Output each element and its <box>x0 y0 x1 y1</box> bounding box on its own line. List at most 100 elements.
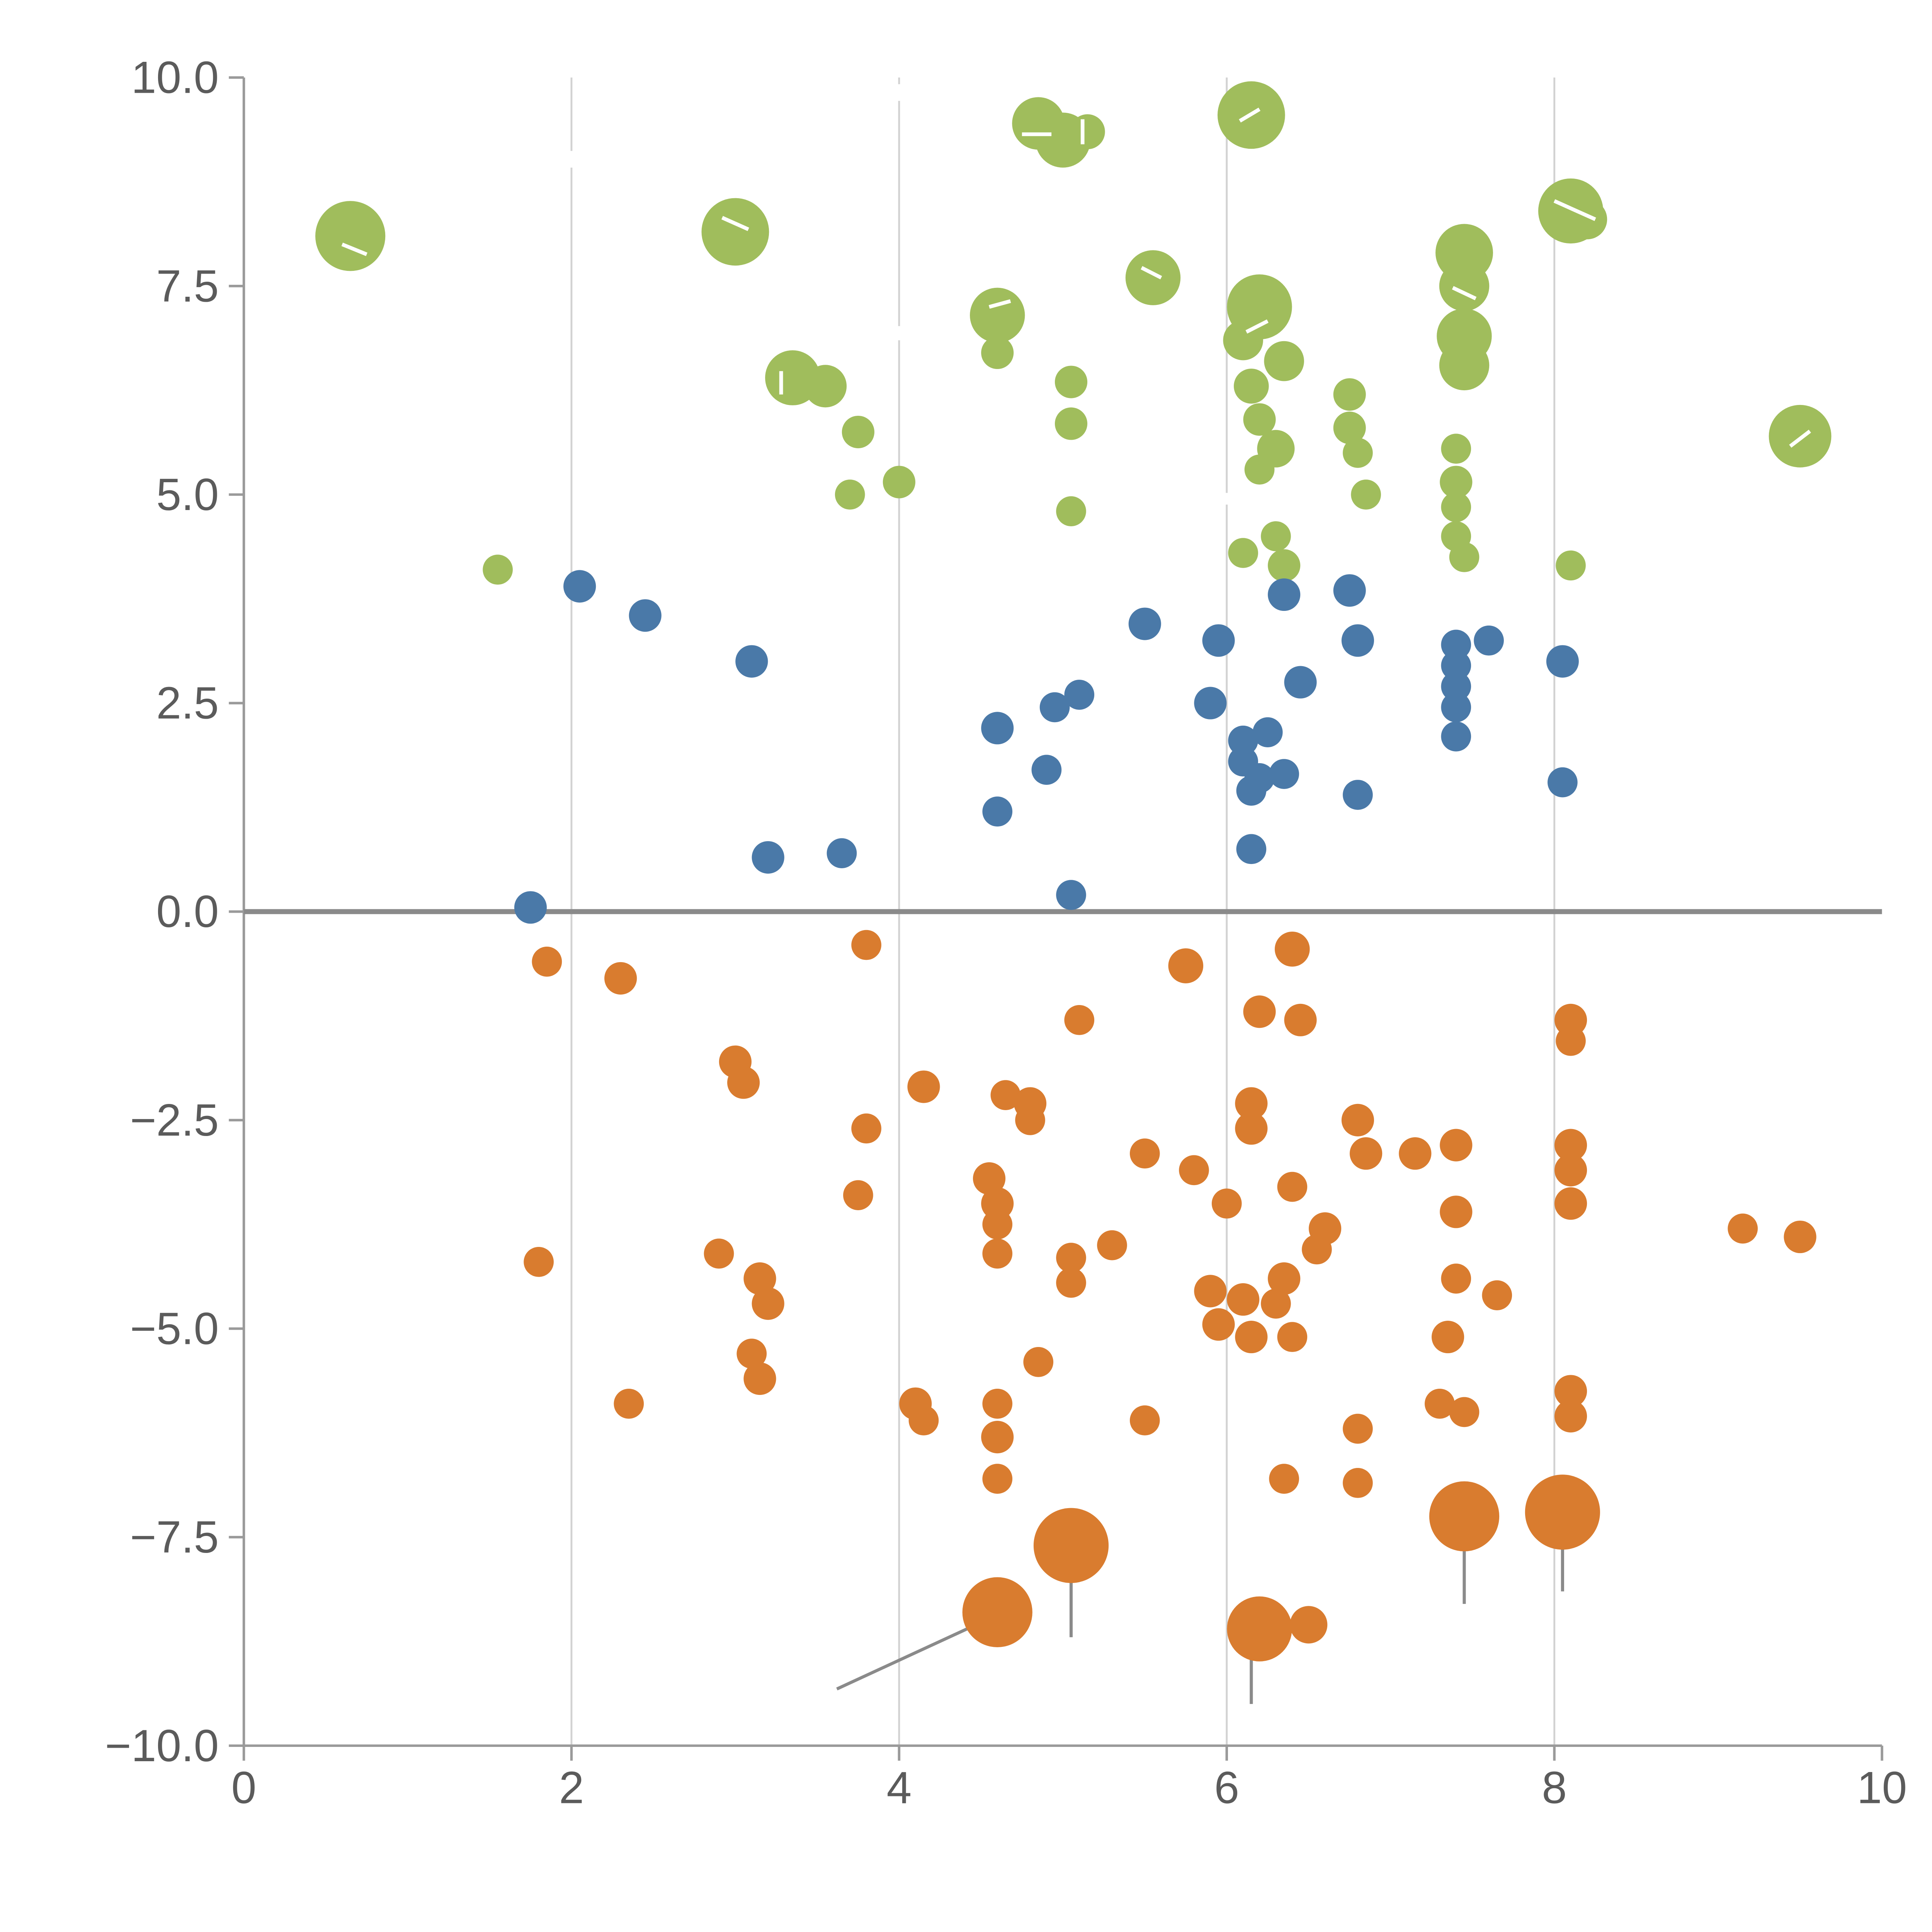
data-point-blue <box>1548 767 1578 798</box>
data-point-green <box>804 365 847 408</box>
data-point-orange <box>973 1162 1006 1195</box>
white-rule-mark <box>1141 266 1162 280</box>
data-point-green <box>970 287 1025 343</box>
data-point-orange <box>1129 1138 1160 1169</box>
data-point-orange <box>1441 1264 1471 1294</box>
data-point-orange <box>1202 1308 1235 1341</box>
data-point-green <box>483 554 513 585</box>
data-point-orange <box>1432 1321 1464 1354</box>
data-point-green <box>1351 480 1381 510</box>
data-point-blue <box>514 891 547 924</box>
data-point-orange <box>1243 995 1276 1028</box>
data-point-green <box>1054 407 1088 440</box>
data-point-blue <box>1194 687 1227 719</box>
data-point-green <box>1264 341 1304 381</box>
data-point-orange <box>1399 1137 1432 1170</box>
data-point-orange <box>1064 1005 1095 1035</box>
data-point-orange <box>1168 948 1204 983</box>
data-point-orange <box>1056 1243 1086 1273</box>
data-point-blue <box>1128 607 1161 640</box>
data-point-blue <box>1228 725 1258 756</box>
data-point-orange <box>982 1209 1013 1240</box>
data-point-orange <box>1554 1187 1587 1220</box>
data-point-blue <box>982 796 1013 827</box>
white-rule-mark <box>1553 199 1596 221</box>
data-point-green <box>1343 438 1373 468</box>
data-point-orange <box>614 1388 644 1419</box>
data-point-orange <box>1235 1087 1268 1120</box>
white-rule-mark <box>988 299 1011 309</box>
data-point-green <box>1449 542 1480 572</box>
y-tick-label: −2.5 <box>130 1095 219 1145</box>
data-point-blue <box>1202 624 1235 657</box>
white-rule-mark <box>341 242 367 256</box>
data-point-orange <box>962 1577 1032 1648</box>
data-point-green <box>1070 114 1105 150</box>
data-point-green <box>1556 550 1586 581</box>
data-point-orange <box>1235 1321 1268 1354</box>
data-point-orange <box>1429 1481 1500 1551</box>
data-point-green <box>981 336 1014 369</box>
data-point-green <box>883 466 915 498</box>
data-point-blue <box>629 599 662 632</box>
data-point-orange <box>1425 1388 1455 1419</box>
y-tick-label: −10.0 <box>105 1721 219 1771</box>
data-point-green <box>1333 412 1366 444</box>
x-tick-label: 2 <box>559 1763 584 1813</box>
data-point-orange <box>908 1405 939 1435</box>
data-point-green <box>1054 366 1088 398</box>
data-point-orange <box>604 962 637 995</box>
data-point-green <box>1439 261 1490 311</box>
data-point-green <box>1440 466 1473 498</box>
data-point-green <box>1333 378 1366 411</box>
data-point-orange <box>1728 1213 1758 1244</box>
data-point-blue <box>1236 776 1267 806</box>
data-point-orange <box>743 1362 776 1395</box>
data-point-orange <box>1235 1112 1268 1145</box>
data-point-orange <box>1440 1196 1473 1228</box>
data-point-blue <box>1333 574 1366 607</box>
data-point-orange <box>982 1388 1013 1419</box>
data-point-blue <box>1064 680 1095 710</box>
y-tick-label: −7.5 <box>130 1512 219 1562</box>
data-point-orange <box>1784 1220 1816 1253</box>
data-point-orange <box>743 1262 776 1295</box>
data-point-orange <box>1554 1129 1587 1162</box>
data-point-blue <box>827 838 857 868</box>
y-tick-label: 0.0 <box>156 886 219 937</box>
data-point-blue <box>735 645 768 678</box>
x-tick-label: 0 <box>231 1763 257 1813</box>
data-point-orange <box>990 1080 1021 1110</box>
data-point-orange <box>1179 1155 1209 1185</box>
data-point-blue <box>1441 650 1471 681</box>
white-rule-mark <box>1245 319 1269 334</box>
data-point-blue <box>752 841 784 874</box>
data-point-green <box>1441 492 1471 522</box>
data-point-blue <box>1031 755 1062 785</box>
data-point-blue <box>1441 671 1471 702</box>
data-point-blue <box>1441 692 1471 723</box>
data-point-orange <box>982 1464 1013 1494</box>
data-point-green <box>1243 403 1276 436</box>
data-point-orange <box>982 1238 1013 1269</box>
data-point-green <box>842 415 874 449</box>
data-point-blue <box>1039 692 1070 723</box>
data-point-green <box>1234 369 1269 404</box>
data-point-orange <box>736 1338 767 1369</box>
data-point-orange <box>1554 1375 1587 1408</box>
data-point-orange <box>1554 1400 1587 1433</box>
data-point-orange <box>752 1287 784 1320</box>
data-point-orange <box>727 1066 760 1099</box>
data-point-orange <box>1343 1413 1373 1444</box>
data-point-green <box>835 480 865 510</box>
data-point-green <box>701 198 769 266</box>
y-tick-label: 7.5 <box>156 261 219 311</box>
data-point-orange <box>1275 932 1310 967</box>
data-point-blue <box>1056 880 1086 910</box>
data-point-blue <box>1252 717 1283 747</box>
data-point-orange <box>1129 1405 1160 1435</box>
data-point-green <box>1056 496 1086 526</box>
x-tick-label: 4 <box>886 1763 912 1813</box>
data-point-orange <box>1227 1596 1292 1662</box>
